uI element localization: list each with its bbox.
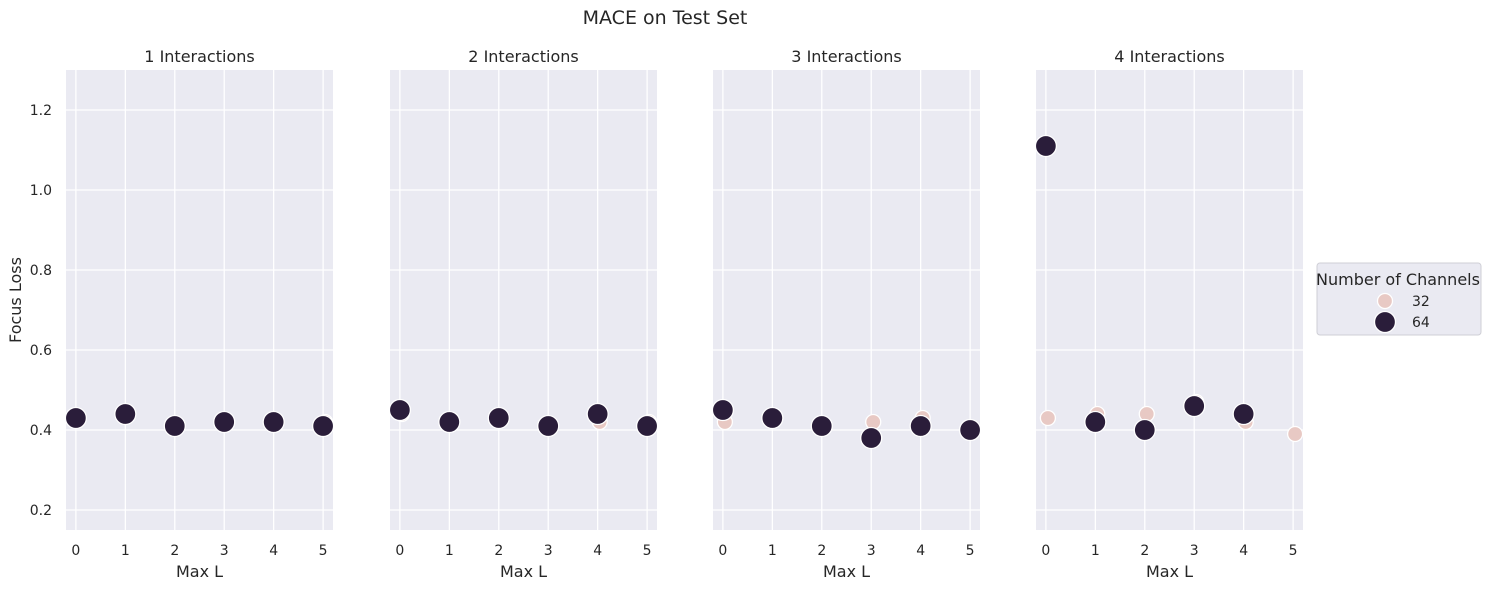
subplots: 0.2 0.4 0.6 0.8 1.0 1.2 0 1 2 3 4 5 1 Interactions Ma… bbox=[30, 47, 1304, 581]
x-tick-label: 0 bbox=[395, 543, 404, 559]
point-64 bbox=[213, 410, 236, 434]
point-64 bbox=[1183, 394, 1206, 418]
legend-title: Number of Channels bbox=[1316, 270, 1480, 289]
x-tick-label: 1 bbox=[445, 543, 454, 559]
x-tick-label: 3 bbox=[1190, 543, 1199, 559]
x-tick-label: 4 bbox=[916, 543, 925, 559]
series-64 bbox=[711, 398, 982, 450]
legend-marker bbox=[1376, 292, 1394, 310]
y-tick-label: 0.4 bbox=[30, 423, 52, 439]
figure-title: MACE on Test Set bbox=[583, 7, 748, 29]
x-axis-label: Max L bbox=[176, 562, 223, 581]
x-tick-label: 3 bbox=[867, 543, 876, 559]
x-tick-label: 1 bbox=[768, 543, 777, 559]
point-64 bbox=[388, 398, 412, 422]
point-64 bbox=[1133, 418, 1156, 442]
x-tick-label: 5 bbox=[319, 543, 328, 559]
x-tick-label: 4 bbox=[1239, 543, 1248, 559]
subplot-title: 2 Interactions bbox=[468, 47, 578, 66]
point-64 bbox=[114, 402, 137, 426]
x-tick-label: 5 bbox=[643, 543, 652, 559]
x-tick-label: 3 bbox=[220, 543, 229, 559]
series-64 bbox=[1034, 134, 1255, 442]
plot-area bbox=[713, 70, 980, 530]
x-tick-label: 5 bbox=[1289, 543, 1298, 559]
point-64 bbox=[311, 414, 335, 438]
series-64 bbox=[64, 402, 335, 438]
point-64 bbox=[1232, 402, 1255, 426]
subplot-4: 0 1 2 3 4 5 4 Interactions Max L bbox=[1034, 47, 1304, 581]
legend-entry-64: 64 bbox=[1373, 310, 1430, 334]
point-32 bbox=[1039, 409, 1057, 427]
point-64 bbox=[860, 426, 883, 450]
point-64 bbox=[1084, 410, 1107, 434]
series-64 bbox=[388, 398, 659, 438]
point-64 bbox=[635, 414, 659, 438]
point-64 bbox=[262, 410, 285, 434]
point-64 bbox=[537, 414, 560, 438]
point-64 bbox=[909, 414, 932, 438]
y-tick-label: 0.6 bbox=[30, 343, 52, 359]
x-tick-label: 3 bbox=[544, 543, 553, 559]
x-tick-label: 0 bbox=[71, 543, 80, 559]
point-64 bbox=[586, 402, 609, 426]
point-64 bbox=[438, 410, 461, 434]
plot-area bbox=[66, 70, 333, 530]
x-tick-label: 0 bbox=[1041, 543, 1050, 559]
subplot-3: 0 1 2 3 4 5 3 Interactions Max L bbox=[711, 47, 982, 581]
x-tick-label: 2 bbox=[1140, 543, 1149, 559]
y-axis-label: Focus Loss bbox=[6, 257, 25, 343]
point-64 bbox=[810, 414, 833, 438]
y-tick-label: 0.8 bbox=[30, 263, 52, 279]
x-axis-label: Max L bbox=[500, 562, 547, 581]
subplot-title: 3 Interactions bbox=[791, 47, 901, 66]
legend-entry-32: 32 bbox=[1376, 292, 1430, 310]
point-64 bbox=[163, 414, 186, 438]
x-tick-label: 1 bbox=[121, 543, 130, 559]
point-64 bbox=[958, 418, 982, 442]
x-axis-label: Max L bbox=[823, 562, 870, 581]
legend-marker bbox=[1373, 310, 1397, 334]
x-tick-label: 2 bbox=[817, 543, 826, 559]
x-tick-label: 4 bbox=[269, 543, 278, 559]
legend-label: 64 bbox=[1412, 315, 1430, 331]
x-tick-label: 5 bbox=[966, 543, 975, 559]
point-64 bbox=[711, 398, 735, 422]
subplot-title: 1 Interactions bbox=[144, 47, 254, 66]
y-tick-label: 1.0 bbox=[30, 183, 52, 199]
plot-area bbox=[390, 70, 657, 530]
x-axis-label: Max L bbox=[1146, 562, 1193, 581]
point-32 bbox=[1286, 425, 1304, 443]
legend-frame bbox=[1316, 262, 1482, 336]
x-tick-label: 0 bbox=[718, 543, 727, 559]
x-tick-label: 2 bbox=[170, 543, 179, 559]
point-64 bbox=[64, 406, 88, 430]
legend-label: 32 bbox=[1412, 294, 1430, 310]
x-tick-label: 1 bbox=[1091, 543, 1100, 559]
point-64 bbox=[487, 406, 510, 430]
subplot-2: 0 1 2 3 4 5 2 Interactions Max L bbox=[388, 47, 659, 581]
y-tick-label: 0.2 bbox=[30, 503, 52, 519]
point-64 bbox=[761, 406, 784, 430]
x-tick-label: 2 bbox=[494, 543, 503, 559]
y-tick-label: 1.2 bbox=[30, 103, 52, 119]
x-tick-label: 4 bbox=[593, 543, 602, 559]
subplot-title: 4 Interactions bbox=[1114, 47, 1224, 66]
subplot-1: 0.2 0.4 0.6 0.8 1.0 1.2 0 1 2 3 4 5 1 Interactions Ma… bbox=[30, 47, 335, 581]
point-64 bbox=[1034, 134, 1058, 158]
plot-area bbox=[1036, 70, 1303, 530]
